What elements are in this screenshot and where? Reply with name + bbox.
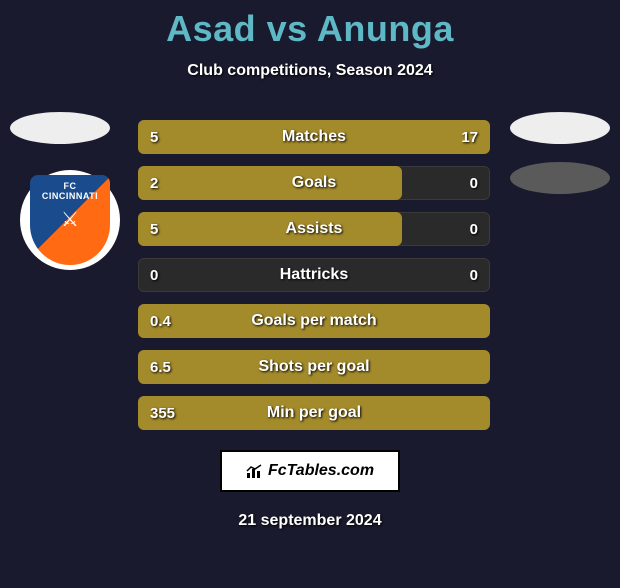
stat-value-left: 0 [150, 258, 158, 292]
stat-value-left: 0.4 [150, 304, 171, 338]
stat-row: Hattricks0 0 [138, 258, 490, 292]
player-left-club-badge: FC CINCINNATI ⚔ [20, 170, 120, 270]
chart-icon [246, 464, 264, 478]
stat-label: Assists [138, 212, 490, 246]
stat-label: Shots per goal [138, 350, 490, 384]
stat-bars: Matches517Goals20Assists50Hattricks00Goa… [138, 120, 490, 430]
stat-row: Assists5 0 [138, 212, 490, 246]
stat-value-right: 0 [470, 166, 478, 200]
stat-value-left: 355 [150, 396, 175, 430]
page-title: Asad vs Anunga [0, 8, 620, 50]
comparison-panel: FC CINCINNATI ⚔ Matches517Goals20Assists… [0, 120, 620, 430]
stat-value-right: 17 [461, 120, 478, 154]
stat-value-right: 0 [470, 212, 478, 246]
stat-label: Goals per match [138, 304, 490, 338]
stat-row: Goals2 0 [138, 166, 490, 200]
stat-value-right: 0 [470, 258, 478, 292]
stat-value-left: 5 [150, 120, 158, 154]
badge-fc-text: FC [64, 181, 77, 191]
stat-row: Shots per goal6.5 [138, 350, 490, 384]
player-right-avatar [510, 112, 610, 144]
subtitle: Club competitions, Season 2024 [0, 62, 620, 80]
player-left-avatar [10, 112, 110, 144]
watermark: FcTables.com [220, 450, 400, 492]
stat-label: Goals [138, 166, 490, 200]
stat-label: Min per goal [138, 396, 490, 430]
stat-value-left: 6.5 [150, 350, 171, 384]
player-right-flag [510, 162, 610, 194]
date-text: 21 september 2024 [0, 512, 620, 530]
badge-city-text: CINCINNATI [42, 191, 98, 201]
stat-row: Matches5 17 [138, 120, 490, 154]
club-shield-icon: FC CINCINNATI ⚔ [30, 175, 110, 265]
stat-row: Goals per match0.4 [138, 304, 490, 338]
watermark-text: FcTables.com [268, 462, 374, 480]
stat-value-left: 2 [150, 166, 158, 200]
stat-label: Hattricks [138, 258, 490, 292]
lion-icon: ⚔ [61, 207, 79, 232]
stat-value-left: 5 [150, 212, 158, 246]
stat-label: Matches [138, 120, 490, 154]
stat-row: Min per goal355 [138, 396, 490, 430]
